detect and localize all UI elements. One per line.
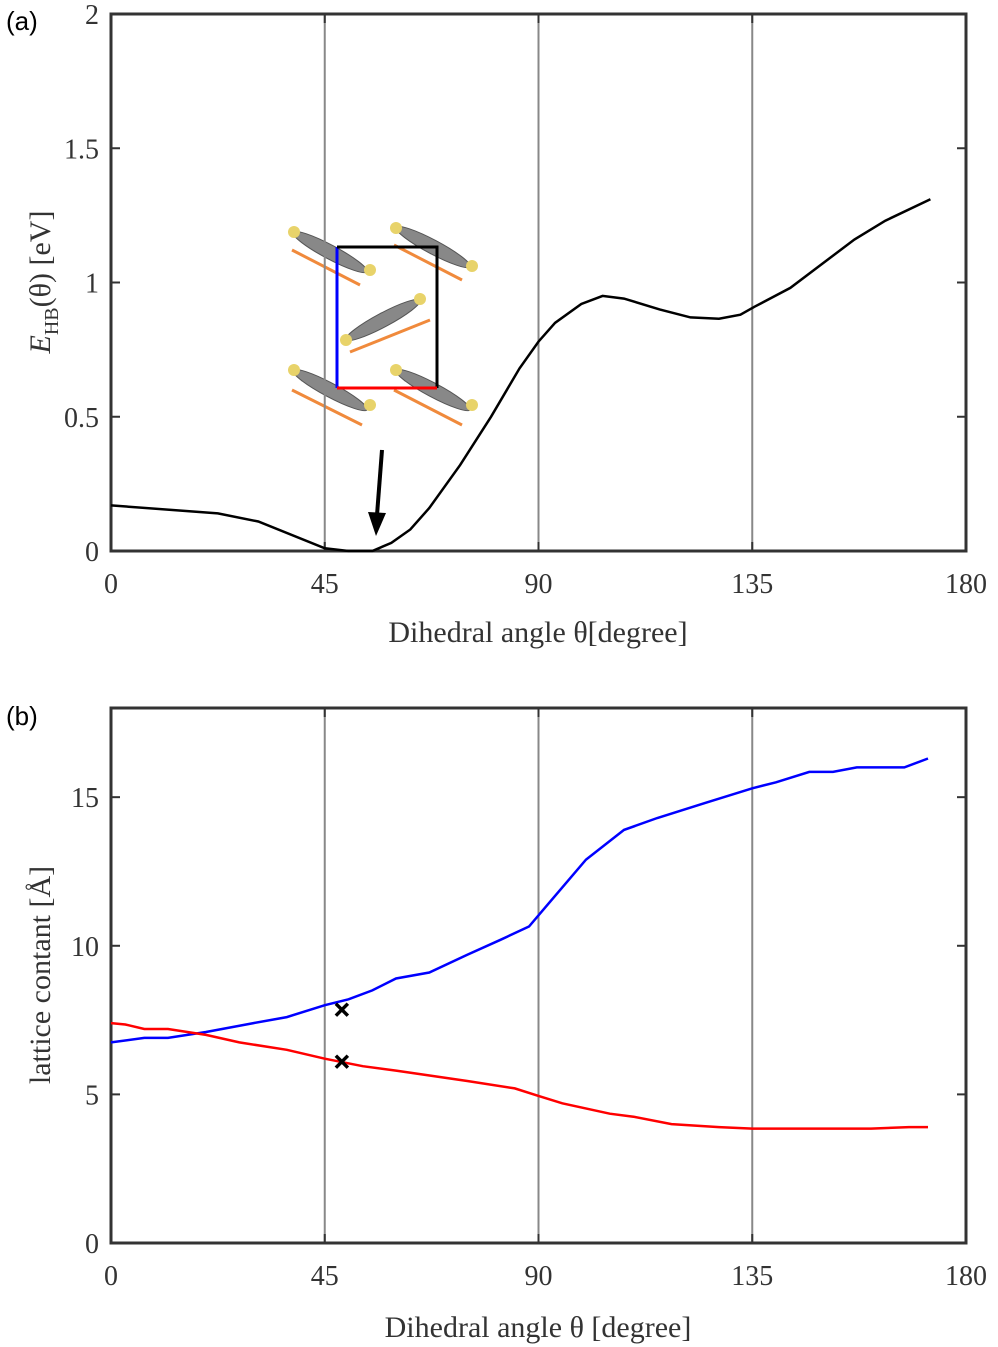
panel-label: (a) [6, 6, 38, 36]
y-axis-label: EHB(θ) [eV] [24, 211, 63, 355]
y-tick-label: 0.5 [64, 403, 99, 434]
x-tick-label: 180 [945, 1261, 987, 1292]
y-axis-label: lattice contant [Å] [24, 866, 57, 1084]
y-tick-label: 10 [71, 932, 99, 963]
data-line [110, 757, 929, 1044]
x-tick-label: 135 [731, 1261, 773, 1292]
data-line [110, 1021, 928, 1130]
x-tick-label: 180 [945, 569, 987, 600]
y-tick-label: 2 [85, 0, 99, 31]
x-axis-label: Dihedral angle θ[degree] [388, 616, 687, 649]
x-marker [334, 1054, 350, 1069]
x-marker [334, 1002, 350, 1017]
y-label-subscript: HB [41, 307, 63, 335]
x-tick-label: 45 [311, 1261, 339, 1292]
x-tick-label: 135 [731, 569, 773, 600]
x-tick-label: 0 [104, 569, 118, 600]
x-tick-label: 90 [525, 569, 553, 600]
plot-frame [109, 706, 968, 1245]
y-tick-label: 0 [85, 1229, 99, 1260]
y-label-rest: (θ) [eV] [24, 211, 57, 308]
y-tick-label: 0 [85, 537, 99, 568]
y-tick-label: 5 [85, 1080, 99, 1111]
data-line [110, 198, 931, 553]
x-tick-label: 0 [104, 1261, 118, 1292]
inset [288, 222, 478, 536]
plot-frame [109, 12, 968, 553]
x-tick-label: 90 [525, 1261, 553, 1292]
y-tick-label: 15 [71, 783, 99, 814]
x-axis-label: Dihedral angle θ [degree] [385, 1311, 692, 1344]
y-tick-label: 1.5 [64, 134, 99, 165]
x-tick-label: 45 [311, 569, 339, 600]
y-tick-label: 1 [85, 269, 99, 300]
y-label-symbol: E [24, 335, 57, 354]
panel-label: (b) [6, 701, 38, 731]
